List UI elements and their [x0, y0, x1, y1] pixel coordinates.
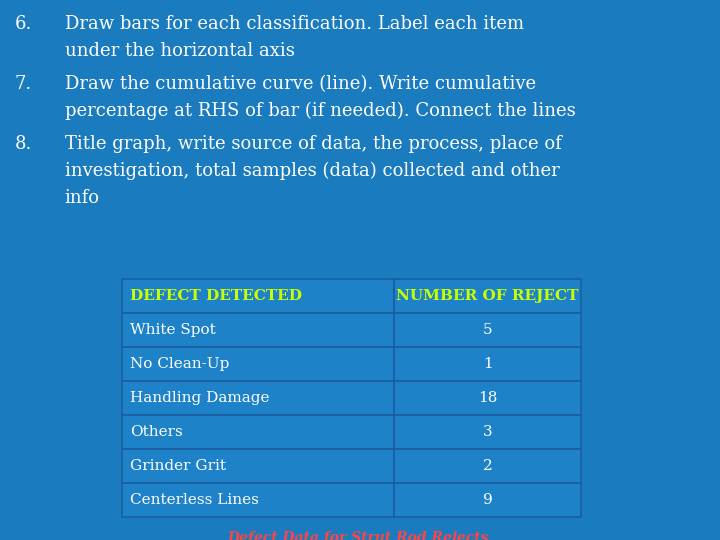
Text: DEFECT DETECTED: DEFECT DETECTED: [130, 289, 302, 303]
Text: 8.: 8.: [14, 134, 32, 153]
Text: Centerless Lines: Centerless Lines: [130, 492, 259, 507]
Text: percentage at RHS of bar (if needed). Connect the lines: percentage at RHS of bar (if needed). Co…: [65, 102, 575, 120]
Text: Grinder Grit: Grinder Grit: [130, 458, 227, 472]
Text: info: info: [65, 190, 99, 207]
Text: 5: 5: [483, 323, 492, 337]
Text: 1: 1: [482, 357, 492, 371]
Text: 18: 18: [478, 391, 498, 405]
FancyBboxPatch shape: [395, 483, 581, 516]
Text: under the horizontal axis: under the horizontal axis: [65, 42, 294, 60]
Text: Handling Damage: Handling Damage: [130, 391, 270, 405]
FancyBboxPatch shape: [122, 279, 395, 313]
FancyBboxPatch shape: [122, 381, 395, 415]
FancyBboxPatch shape: [122, 415, 395, 449]
Text: NUMBER OF REJECT: NUMBER OF REJECT: [397, 289, 579, 303]
Text: 6.: 6.: [14, 15, 32, 33]
Text: White Spot: White Spot: [130, 323, 216, 337]
FancyBboxPatch shape: [122, 347, 395, 381]
FancyBboxPatch shape: [395, 313, 581, 347]
Text: 9: 9: [482, 492, 492, 507]
FancyBboxPatch shape: [395, 279, 581, 313]
FancyBboxPatch shape: [395, 449, 581, 483]
FancyBboxPatch shape: [395, 415, 581, 449]
Text: 2: 2: [482, 458, 492, 472]
Text: Draw bars for each classification. Label each item: Draw bars for each classification. Label…: [65, 15, 523, 33]
FancyBboxPatch shape: [122, 449, 395, 483]
Text: Title graph, write source of data, the process, place of: Title graph, write source of data, the p…: [65, 134, 562, 153]
Text: Defect Data for Strut Rod Rejects: Defect Data for Strut Rod Rejects: [228, 531, 489, 540]
Text: No Clean-Up: No Clean-Up: [130, 357, 230, 371]
Text: 3: 3: [483, 425, 492, 439]
Text: 7.: 7.: [14, 75, 32, 93]
FancyBboxPatch shape: [122, 313, 395, 347]
FancyBboxPatch shape: [122, 483, 395, 516]
Text: investigation, total samples (data) collected and other: investigation, total samples (data) coll…: [65, 162, 559, 180]
FancyBboxPatch shape: [395, 381, 581, 415]
Text: Draw the cumulative curve (line). Write cumulative: Draw the cumulative curve (line). Write …: [65, 75, 536, 93]
Text: Others: Others: [130, 425, 184, 439]
FancyBboxPatch shape: [395, 347, 581, 381]
